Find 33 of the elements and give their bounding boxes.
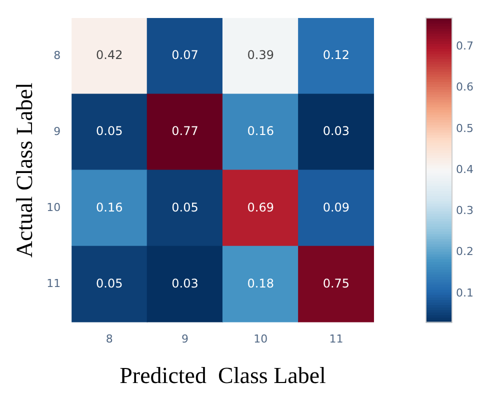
data-label: 0.07: [172, 48, 198, 62]
data-label: 0.05: [96, 124, 123, 138]
color-bar-label: 0.5: [456, 122, 474, 135]
color-bar-label: 0.7: [456, 40, 474, 53]
x-axis-title: Predicted Class Label: [120, 363, 326, 388]
y-tick-label: 10: [46, 200, 61, 214]
x-tick-label: 11: [329, 332, 344, 346]
data-label: 0.05: [96, 276, 123, 290]
x-tick-label: 8: [106, 332, 113, 346]
color-bar-label: 0.2: [456, 245, 474, 258]
x-tick-label: 10: [254, 332, 268, 346]
color-bar-label: 0.4: [456, 162, 474, 176]
color-bar-label: 0.6: [456, 80, 474, 94]
data-label: 0.03: [322, 124, 350, 138]
data-label: 0.39: [247, 48, 274, 62]
data-label: 0.05: [172, 200, 198, 214]
y-tick-label: 11: [46, 277, 61, 290]
data-label: 0.12: [322, 48, 350, 62]
data-label: 0.42: [96, 48, 123, 62]
color-bar-label: 0.3: [456, 204, 474, 218]
y-axis-title: Actual Class Label: [12, 82, 37, 258]
data-label: 0.03: [172, 276, 198, 290]
data-label: 0.77: [172, 124, 198, 138]
data-label: 0.75: [322, 276, 350, 290]
data-label: 0.16: [96, 200, 123, 214]
y-tick-label: 9: [54, 124, 61, 138]
y-tick-label: 8: [54, 48, 61, 62]
data-label: 0.18: [247, 276, 274, 290]
data-label: 0.69: [247, 200, 274, 214]
x-tick-label: 9: [182, 332, 188, 346]
color-bar-label: 0.1: [456, 286, 474, 300]
data-label: 0.16: [247, 124, 274, 138]
data-label: 0.09: [322, 200, 350, 214]
